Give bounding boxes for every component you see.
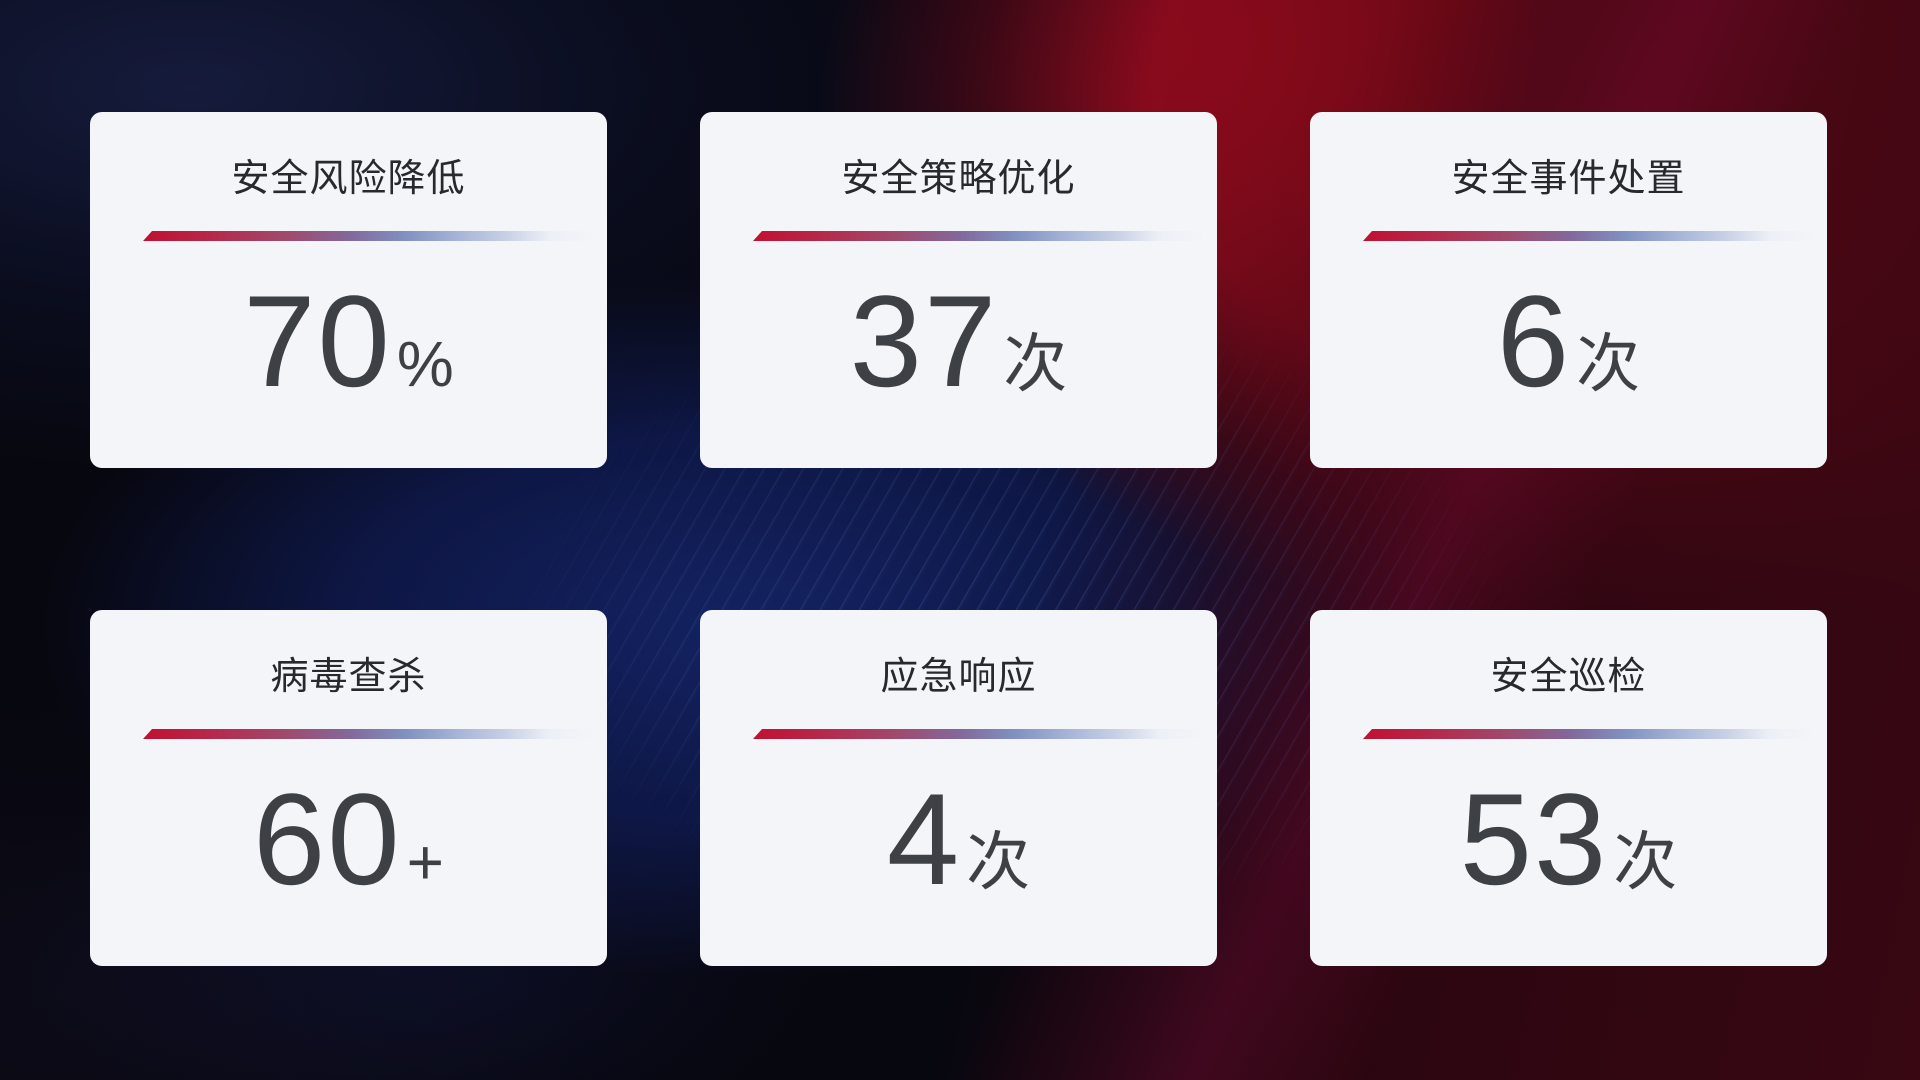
stat-value-unit: % [396, 328, 454, 400]
stat-card-accent-bar [753, 231, 1205, 241]
stat-card-value: 70 % [90, 276, 607, 406]
stat-card-title: 安全事件处置 [1451, 158, 1686, 200]
stat-card-title: 应急响应 [880, 656, 1037, 698]
stat-value-number: 4 [886, 766, 962, 912]
stat-card-value: 37 次 [700, 276, 1217, 406]
stat-card-value: 60 + [90, 774, 607, 904]
stat-card-policy-optimization: 安全策略优化 37 次 [700, 112, 1217, 468]
stat-card-incident-handling: 安全事件处置 6 次 [1310, 112, 1827, 468]
stats-grid: 安全风险降低 70 % 安全策略优化 37 次 安全事件处置 6 次 病毒查杀 … [90, 112, 1827, 966]
stat-value-unit: 次 [966, 826, 1031, 898]
stat-card-title: 安全巡检 [1490, 656, 1647, 698]
stat-card-value: 53 次 [1310, 774, 1827, 904]
stat-card-risk-reduction: 安全风险降低 70 % [90, 112, 607, 468]
stat-card-accent-bar [143, 231, 595, 241]
stat-card-title: 安全策略优化 [841, 158, 1076, 200]
stat-card-title: 病毒查杀 [270, 656, 427, 698]
stat-card-virus-scan: 病毒查杀 60 + [90, 610, 607, 966]
stat-card-accent-bar [1363, 729, 1815, 739]
stat-value-number: 60 [253, 766, 402, 912]
stat-card-value: 6 次 [1310, 276, 1827, 406]
stat-card-security-inspection: 安全巡检 53 次 [1310, 610, 1827, 966]
stat-value-number: 37 [849, 268, 999, 414]
stat-value-unit: 次 [1576, 328, 1641, 400]
stat-card-emergency-response: 应急响应 4 次 [700, 610, 1217, 966]
stat-value-number: 70 [243, 268, 392, 414]
stat-card-accent-bar [143, 729, 595, 739]
stat-card-title: 安全风险降低 [231, 158, 466, 200]
stat-value-number: 53 [1459, 766, 1609, 912]
stat-value-number: 6 [1496, 268, 1572, 414]
stat-card-value: 4 次 [700, 774, 1217, 904]
stat-card-accent-bar [1363, 231, 1815, 241]
stat-value-unit: 次 [1003, 328, 1068, 400]
stat-card-accent-bar [753, 729, 1205, 739]
stat-value-unit: 次 [1613, 826, 1678, 898]
stat-value-unit: + [406, 826, 444, 898]
